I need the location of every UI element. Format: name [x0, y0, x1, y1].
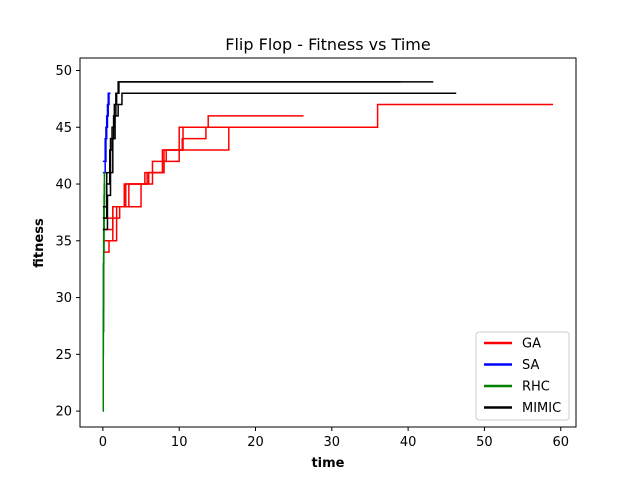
y-tick-label: 25 [55, 348, 72, 363]
legend-label-sa: SA [522, 358, 539, 373]
chart-title: Flip Flop - Fitness vs Time [225, 35, 430, 54]
x-tick-label: 50 [476, 435, 493, 450]
x-tick-label: 40 [400, 435, 417, 450]
y-axis-label: fitness [32, 218, 47, 268]
y-tick-label: 40 [55, 178, 72, 193]
y-tick-label: 50 [55, 64, 72, 79]
y-tick-label: 35 [55, 234, 72, 249]
series-line-ga-run-4 [102, 126, 230, 242]
x-axis: 0 10 20 30 40 50 60 [99, 427, 569, 450]
y-tick-label: 30 [55, 291, 72, 306]
series-line-mimic-run-1 [102, 92, 457, 231]
x-tick-label: 0 [99, 435, 107, 450]
legend: GA SA RHC MIMIC [475, 331, 570, 421]
x-tick-label: 20 [247, 435, 264, 450]
x-tick-label: 60 [552, 435, 569, 450]
x-axis-label: time [311, 456, 344, 471]
y-axis: 20 25 30 35 40 45 50 [55, 64, 80, 420]
series-line-mimic-run-3 [102, 81, 434, 219]
legend-label-ga: GA [522, 337, 541, 352]
series-line-sa-run-2 [102, 92, 111, 163]
legend-box [475, 331, 570, 421]
x-tick-label: 10 [171, 435, 188, 450]
series-line-rhc-run-3 [102, 183, 106, 356]
plot-lines [102, 81, 554, 412]
y-tick-label: 20 [55, 405, 72, 420]
y-tick-label: 45 [55, 121, 72, 136]
x-tick-label: 30 [324, 435, 341, 450]
plot-frame [79, 57, 577, 428]
legend-label-mimic: MIMIC [522, 401, 561, 416]
legend-label-rhc: RHC [522, 380, 550, 395]
